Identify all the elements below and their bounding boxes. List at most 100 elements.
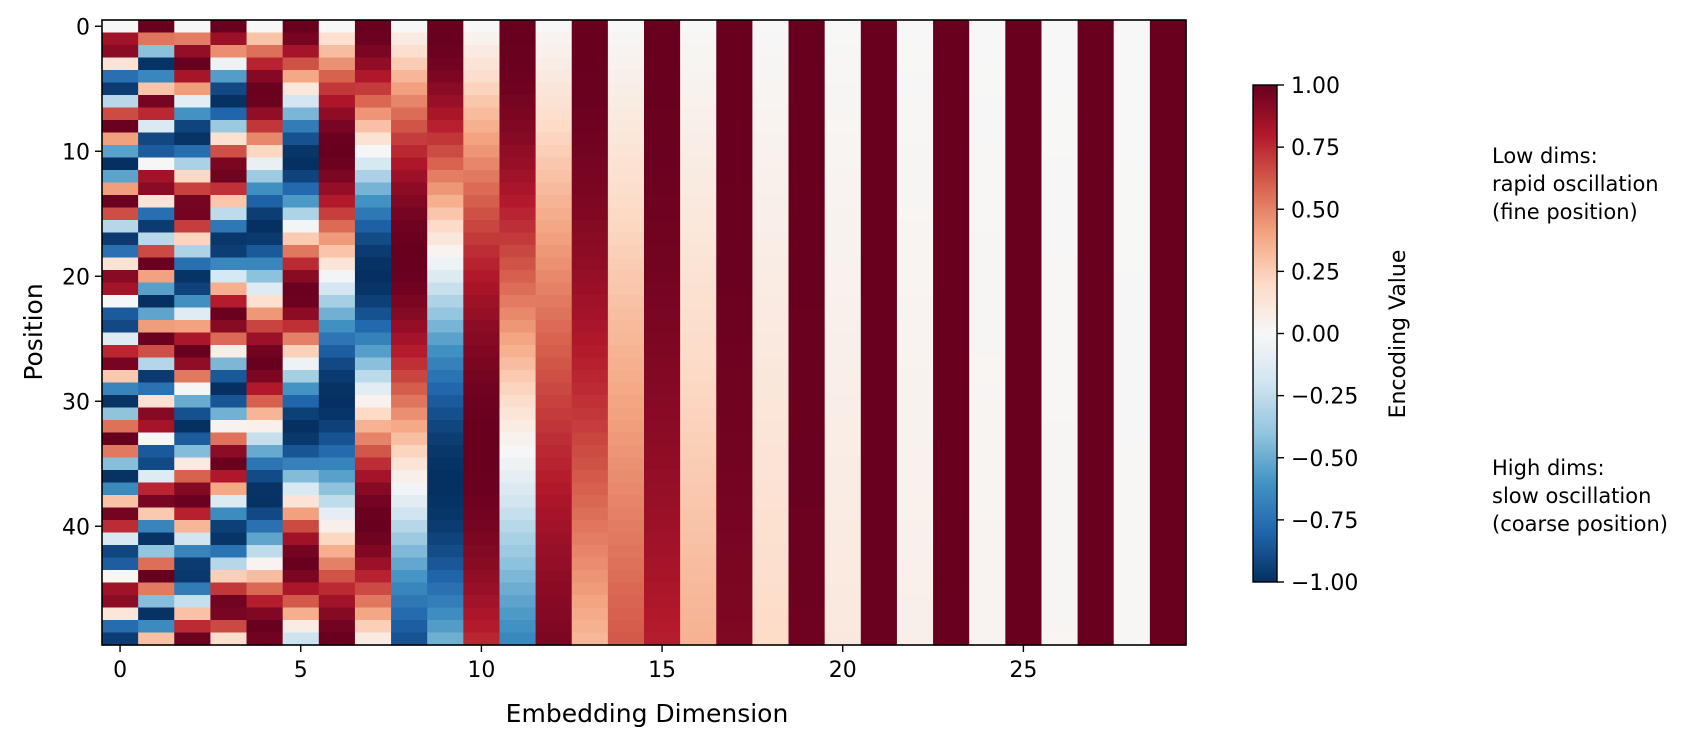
heatmap-cell	[933, 470, 970, 484]
heatmap-cell	[282, 232, 320, 246]
heatmap-cell	[933, 270, 970, 284]
heatmap-cell	[391, 307, 428, 321]
heatmap-cell	[535, 257, 573, 271]
heatmap-cell	[716, 457, 753, 471]
heatmap-cell	[354, 20, 392, 34]
heatmap-cell	[499, 145, 537, 159]
heatmap-cell	[138, 145, 175, 159]
heatmap-cell	[391, 57, 428, 71]
heatmap-cell	[752, 145, 790, 159]
heatmap-cell	[933, 45, 970, 59]
heatmap-cell	[391, 82, 428, 96]
heatmap-cell	[680, 220, 717, 234]
heatmap-cell	[969, 370, 1006, 384]
heatmap-cell	[896, 195, 934, 209]
heatmap-cell	[499, 382, 537, 396]
heatmap-cell	[1041, 95, 1079, 109]
heatmap-cell	[1113, 395, 1151, 409]
heatmap-cell	[571, 120, 609, 134]
heatmap-cell	[318, 220, 356, 234]
heatmap-cell	[246, 207, 284, 221]
heatmap-cell	[535, 45, 573, 59]
heatmap-cell	[246, 557, 284, 571]
heatmap-cell	[969, 482, 1006, 496]
heatmap-cell	[1041, 620, 1079, 634]
heatmap-cell	[571, 420, 609, 434]
heatmap-cell	[607, 520, 645, 534]
heatmap-cell	[499, 70, 537, 84]
heatmap-cell	[174, 282, 211, 296]
heatmap-cell	[427, 532, 464, 546]
heatmap-cell	[318, 345, 356, 359]
heatmap-cell	[246, 382, 284, 396]
heatmap-cell	[427, 545, 464, 559]
heatmap-cell	[607, 245, 645, 259]
heatmap-cell	[1113, 182, 1151, 196]
heatmap-cell	[969, 620, 1006, 634]
heatmap-cell	[174, 145, 211, 159]
heatmap-cell	[969, 457, 1006, 471]
heatmap-cell	[788, 545, 826, 559]
heatmap-cell	[354, 182, 392, 196]
heatmap-cell	[1113, 282, 1151, 296]
heatmap-cell	[896, 445, 934, 459]
heatmap-cell	[752, 70, 790, 84]
heatmap-cell	[644, 245, 681, 259]
heatmap-cell	[246, 395, 284, 409]
heatmap-cell	[1041, 195, 1079, 209]
heatmap-cell	[860, 520, 898, 534]
heatmap-cell	[1005, 620, 1043, 634]
heatmap-cell	[354, 295, 392, 309]
heatmap-cell	[174, 120, 211, 134]
heatmap-cell	[1005, 182, 1043, 196]
heatmap-cell	[174, 632, 211, 646]
heatmap-cell	[896, 82, 934, 96]
heatmap-cell	[644, 332, 681, 346]
heatmap-cell	[607, 382, 645, 396]
heatmap-cell	[210, 107, 248, 121]
heatmap-cell	[716, 320, 753, 334]
heatmap-cell	[138, 382, 175, 396]
heatmap-cell	[463, 295, 501, 309]
colorbar-label: Encoding Value	[1386, 250, 1411, 419]
heatmap-cell	[716, 470, 753, 484]
heatmap-cell	[246, 45, 284, 59]
heatmap-cell	[138, 207, 175, 221]
heatmap-cell	[318, 507, 356, 521]
heatmap-cell	[354, 357, 392, 371]
colorbar-tick-label: −0.25	[1291, 385, 1358, 410]
heatmap-cell	[354, 495, 392, 509]
heatmap-cell	[138, 395, 175, 409]
heatmap-cell	[933, 557, 970, 571]
heatmap-cell	[318, 632, 356, 646]
heatmap-cell	[499, 345, 537, 359]
heatmap-cell	[210, 170, 248, 184]
heatmap-cell	[1113, 307, 1151, 321]
heatmap-cell	[1041, 270, 1079, 284]
heatmap-cell	[680, 582, 717, 596]
heatmap-cell	[282, 620, 320, 634]
heatmap-cell	[1077, 495, 1115, 509]
heatmap-cell	[282, 182, 320, 196]
heatmap-cell	[318, 570, 356, 584]
heatmap-cell	[246, 220, 284, 234]
heatmap-cell	[391, 195, 428, 209]
heatmap-cell	[680, 170, 717, 184]
heatmap-cell	[102, 382, 139, 396]
heatmap-cell	[1041, 370, 1079, 384]
heatmap-cell	[138, 332, 175, 346]
heatmap-cell	[535, 220, 573, 234]
heatmap-cell	[282, 332, 320, 346]
heatmap-cell	[463, 420, 501, 434]
heatmap-cell	[354, 457, 392, 471]
heatmap-cell	[102, 632, 139, 646]
heatmap-cell	[969, 557, 1006, 571]
heatmap-cell	[535, 507, 573, 521]
heatmap-cell	[318, 132, 356, 146]
heatmap-cell	[824, 432, 862, 446]
heatmap-cell	[1005, 457, 1043, 471]
heatmap-cell	[607, 20, 645, 34]
heatmap-cell	[535, 457, 573, 471]
heatmap-cell	[1113, 157, 1151, 171]
heatmap-cell	[752, 270, 790, 284]
